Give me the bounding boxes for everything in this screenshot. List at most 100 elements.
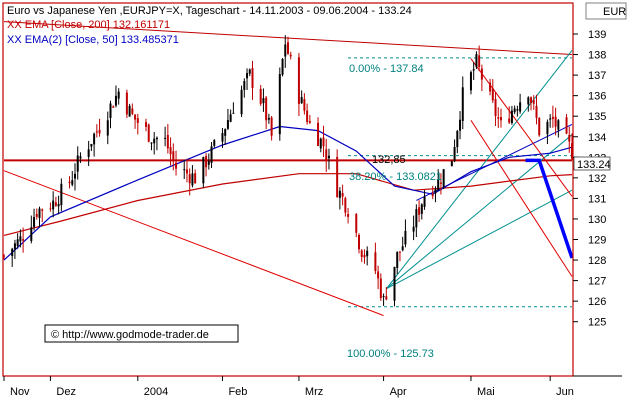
chart-title: Euro vs Japanese Yen ,EURJPY=X, Tagescha…: [7, 5, 412, 17]
x-tick-label-Mrz: Mrz: [305, 386, 323, 398]
candle-body-66: [259, 88, 262, 104]
candle-body-11: [49, 208, 52, 210]
candle-body-125: [480, 68, 483, 80]
candle-body-55: [213, 140, 216, 146]
candle-body-115: [442, 169, 445, 187]
candle-body-109: [420, 204, 423, 214]
candle-body-33: [131, 108, 134, 114]
candle-body-19: [76, 155, 79, 172]
candle-body-36: [145, 122, 147, 127]
candle-body-127: [491, 88, 494, 101]
candle-body-102: [396, 251, 399, 268]
candle-body-51: [202, 157, 205, 184]
candle-body-5: [22, 239, 25, 241]
x-tick-label-2004: 2004: [144, 386, 168, 398]
candle-body-112: [434, 189, 437, 194]
candle-body-68: [265, 97, 268, 121]
candle-body-79: [306, 110, 309, 122]
candle-body-137: [530, 97, 533, 103]
candle-body-49: [191, 173, 194, 186]
candle-body-28: [112, 106, 115, 108]
x-axis: Nov Dez 2004 Feb Mrz Apr Mai Jun: [3, 376, 574, 398]
candle-body-138: [532, 100, 535, 104]
x-tick-label-Apr: Apr: [390, 386, 407, 398]
ema50-line: [3, 125, 573, 261]
fib-0-label: 0.00% - 137.84: [349, 63, 424, 75]
candle-body-105: [404, 230, 407, 245]
candle-body-0: [3, 255, 5, 257]
candle-body-129: [497, 117, 500, 119]
candle-body-97: [377, 271, 380, 279]
y-tick-label-136: 136: [588, 91, 606, 103]
candle-body-120: [461, 87, 464, 121]
candle-body-71: [278, 74, 281, 135]
trendline-6: [470, 58, 573, 197]
candle-body-148: [571, 143, 573, 159]
candle-body-13: [54, 202, 57, 206]
candle-body-12: [52, 200, 55, 210]
symbol-tab-label[interactable]: EUR: [603, 6, 626, 18]
candle-body-52: [205, 156, 208, 168]
candle-body-140: [538, 117, 541, 136]
candle-body-74: [287, 42, 289, 54]
candle-body-92: [358, 235, 360, 250]
level-annotation: 132,85: [372, 154, 406, 166]
candle-body-80: [308, 120, 311, 123]
y-axis: 1251261271281291301311321331341351361371…: [573, 29, 606, 329]
candle-body-23: [93, 133, 96, 145]
legend-ema200: XX EMA [Close, 200] 132.161171: [7, 19, 170, 31]
candle-body-64: [248, 69, 251, 74]
candle-body-50: [194, 173, 197, 184]
candle-body-118: [456, 131, 459, 148]
candle-body-7: [33, 217, 36, 228]
candle-body-1: [11, 248, 14, 257]
y-tick-label-128: 128: [588, 255, 606, 267]
candle-body-103: [398, 251, 401, 253]
candle-body-17: [71, 180, 74, 185]
candle-body-47: [185, 169, 188, 174]
candle-body-141: [546, 121, 549, 135]
legend-ema50: XX EMA(2) [Close, 50] 133.485371: [7, 34, 179, 46]
candles-layer: [3, 35, 573, 307]
candle-body-122: [472, 69, 475, 71]
candle-body-119: [459, 119, 462, 131]
y-tick-label-127: 127: [588, 276, 606, 288]
candle-body-75: [289, 54, 292, 57]
candle-body-43: [169, 147, 172, 155]
ema200-line: [3, 173, 573, 236]
y-tick-label-132: 132: [588, 173, 606, 185]
candle-body-95: [366, 250, 369, 257]
candle-body-99: [382, 295, 385, 297]
candle-body-145: [557, 120, 560, 130]
chart-lines-layer: [3, 21, 573, 317]
candle-body-144: [554, 116, 557, 127]
candle-body-110: [423, 196, 426, 207]
y-tick-label-134: 134: [588, 132, 606, 144]
candle-body-86: [336, 156, 339, 198]
y-tick-label-125: 125: [588, 317, 606, 329]
candle-body-62: [243, 81, 246, 90]
candle-body-38: [150, 142, 153, 144]
candle-body-126: [489, 82, 492, 92]
candle-body-35: [136, 118, 139, 123]
candle-body-111: [431, 193, 434, 197]
candle-body-124: [478, 55, 481, 67]
last-price-box: [573, 156, 611, 171]
candle-body-2: [13, 243, 16, 250]
candle-body-56: [221, 132, 224, 142]
trendline-0: [3, 170, 384, 317]
candle-body-89: [344, 198, 347, 213]
candle-body-83: [322, 137, 325, 147]
candle-body-39: [153, 138, 156, 144]
candle-body-54: [210, 146, 213, 163]
candle-body-117: [453, 146, 456, 161]
candle-body-63: [246, 73, 249, 79]
y-tick-label-139: 139: [588, 29, 606, 41]
trendline-7: [470, 120, 573, 277]
y-tick-label-135: 135: [588, 111, 606, 123]
candle-body-41: [164, 137, 167, 139]
candle-body-59: [229, 114, 232, 122]
candle-body-76: [297, 57, 300, 104]
last-price-label: 133.24: [577, 159, 611, 171]
symbol-tab[interactable]: [585, 2, 627, 20]
